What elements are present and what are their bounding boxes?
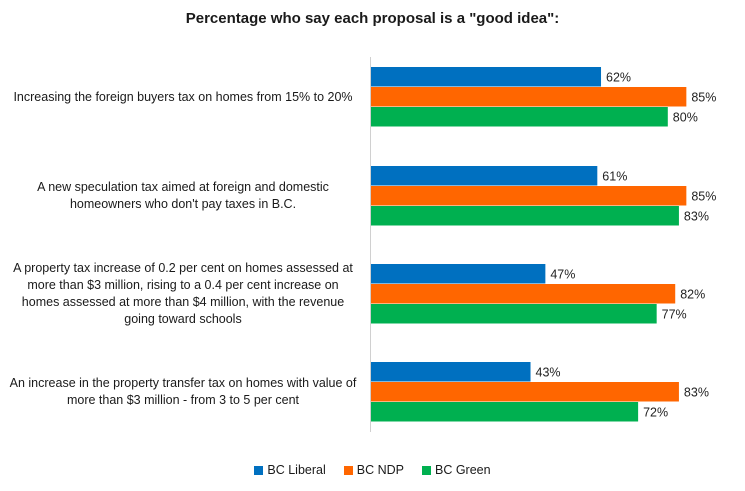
legend-swatch: [343, 465, 353, 475]
data-label: 82%: [680, 287, 705, 301]
legend-swatch: [254, 465, 264, 475]
bar-bc-ndp: [371, 186, 687, 206]
data-label: 47%: [550, 267, 575, 281]
data-label: 83%: [684, 209, 709, 223]
legend-swatch: [422, 465, 431, 475]
chart-title: Percentage who say each proposal is a "g…: [185, 10, 560, 27]
data-label: 85%: [691, 189, 716, 203]
bar-bc-ndp: [371, 284, 676, 304]
legend-item: BC NDP: [343, 463, 404, 477]
category-label: A new speculation tax aimed at foreign a…: [37, 180, 329, 211]
bar-bc-green: [371, 206, 679, 226]
bar-bc-green: [371, 402, 639, 422]
bar-bc-liberal: [371, 166, 598, 186]
legend-label: BC NDP: [356, 463, 404, 477]
bar-bc-liberal: [371, 67, 602, 87]
category-label: An increase in the property transfer tax…: [9, 376, 357, 407]
data-label: 72%: [643, 405, 668, 419]
bar-bc-liberal: [371, 362, 531, 382]
data-label: 77%: [662, 307, 687, 321]
data-label: 80%: [673, 110, 698, 124]
data-label: 83%: [684, 385, 709, 399]
bar-bc-green: [371, 107, 668, 127]
legend-label: BC Liberal: [267, 463, 326, 477]
data-label: 43%: [536, 365, 561, 379]
bar-bc-green: [371, 304, 657, 324]
category-label: Increasing the foreign buyers tax on hom…: [13, 89, 353, 104]
data-label: 62%: [606, 70, 631, 84]
data-label: 85%: [691, 90, 716, 104]
legend-label: BC Green: [435, 463, 491, 477]
legend-item: BC Green: [422, 463, 491, 477]
legend: BC Liberal BC NDP BC Green: [0, 463, 745, 477]
legend-item: BC Liberal: [254, 463, 326, 477]
data-label: 61%: [602, 169, 627, 183]
bar-bc-liberal: [371, 264, 546, 284]
category-label: A property tax increase of 0.2 per cent …: [13, 261, 353, 326]
bar-bc-ndp: [371, 382, 679, 402]
bar-bc-ndp: [371, 87, 687, 107]
